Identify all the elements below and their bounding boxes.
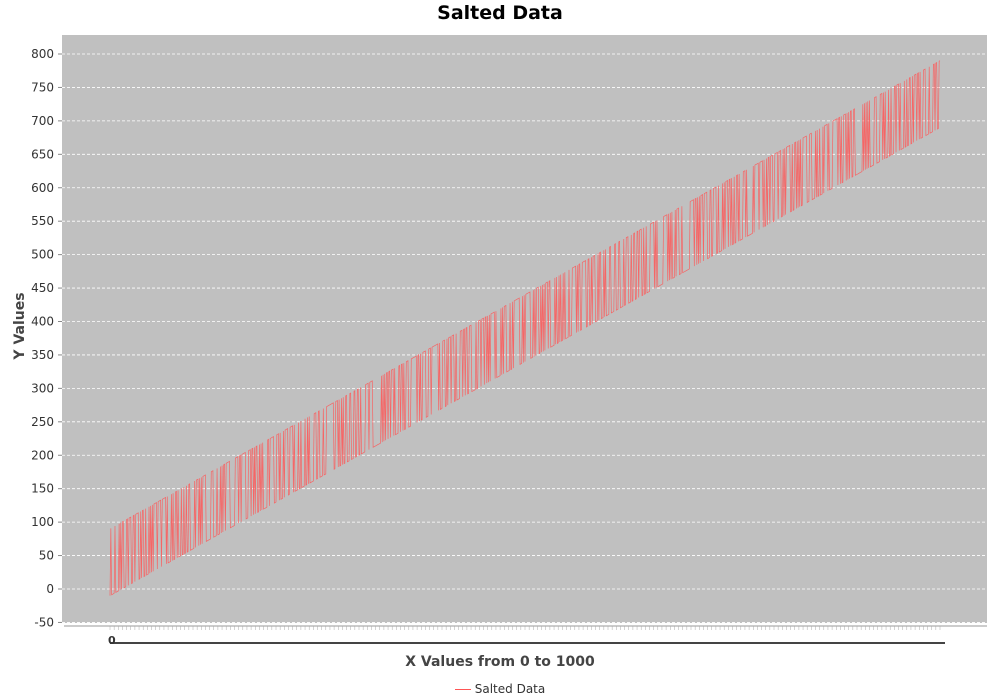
y-tick-label: 350 — [31, 348, 54, 362]
y-tick-label: 650 — [31, 147, 54, 161]
y-axis-ticks: -50 0 50 100 150 200 250 300 350 400 450 500 550 600 6… — [31, 47, 62, 629]
y-tick-label: 300 — [31, 381, 54, 395]
series-salted-data — [109, 60, 941, 596]
y-tick-label: 100 — [31, 515, 54, 529]
y-tick-label: 50 — [39, 549, 54, 563]
chart-title: Salted Data — [437, 2, 563, 24]
y-tick-label: 800 — [31, 47, 54, 61]
legend-swatch — [454, 689, 471, 690]
legend: Salted Data — [0, 682, 1000, 696]
y-axis-label: Y Values — [12, 292, 28, 360]
series-line-salted-data — [109, 60, 941, 596]
y-tick-label: 0 — [46, 582, 54, 596]
y-tick-label: 200 — [31, 448, 54, 462]
x-axis-label: X Values from 0 to 1000 — [405, 654, 595, 670]
y-tick-label: 150 — [31, 482, 54, 496]
y-tick-label: 700 — [31, 114, 54, 128]
x-axis: 0 — [64, 625, 987, 647]
y-tick-label: 550 — [31, 214, 54, 228]
y-tick-label: 750 — [31, 80, 54, 94]
y-tick-label: 500 — [31, 248, 54, 262]
y-tick-label: 450 — [31, 281, 54, 295]
y-tick-label: 250 — [31, 415, 54, 429]
y-tick-label: 400 — [31, 315, 54, 329]
y-tick-label: 600 — [31, 181, 54, 195]
legend-label-salted-data: Salted Data — [474, 682, 546, 696]
x-tick-label: 0 — [108, 634, 116, 647]
y-tick-label: -50 — [34, 615, 54, 629]
